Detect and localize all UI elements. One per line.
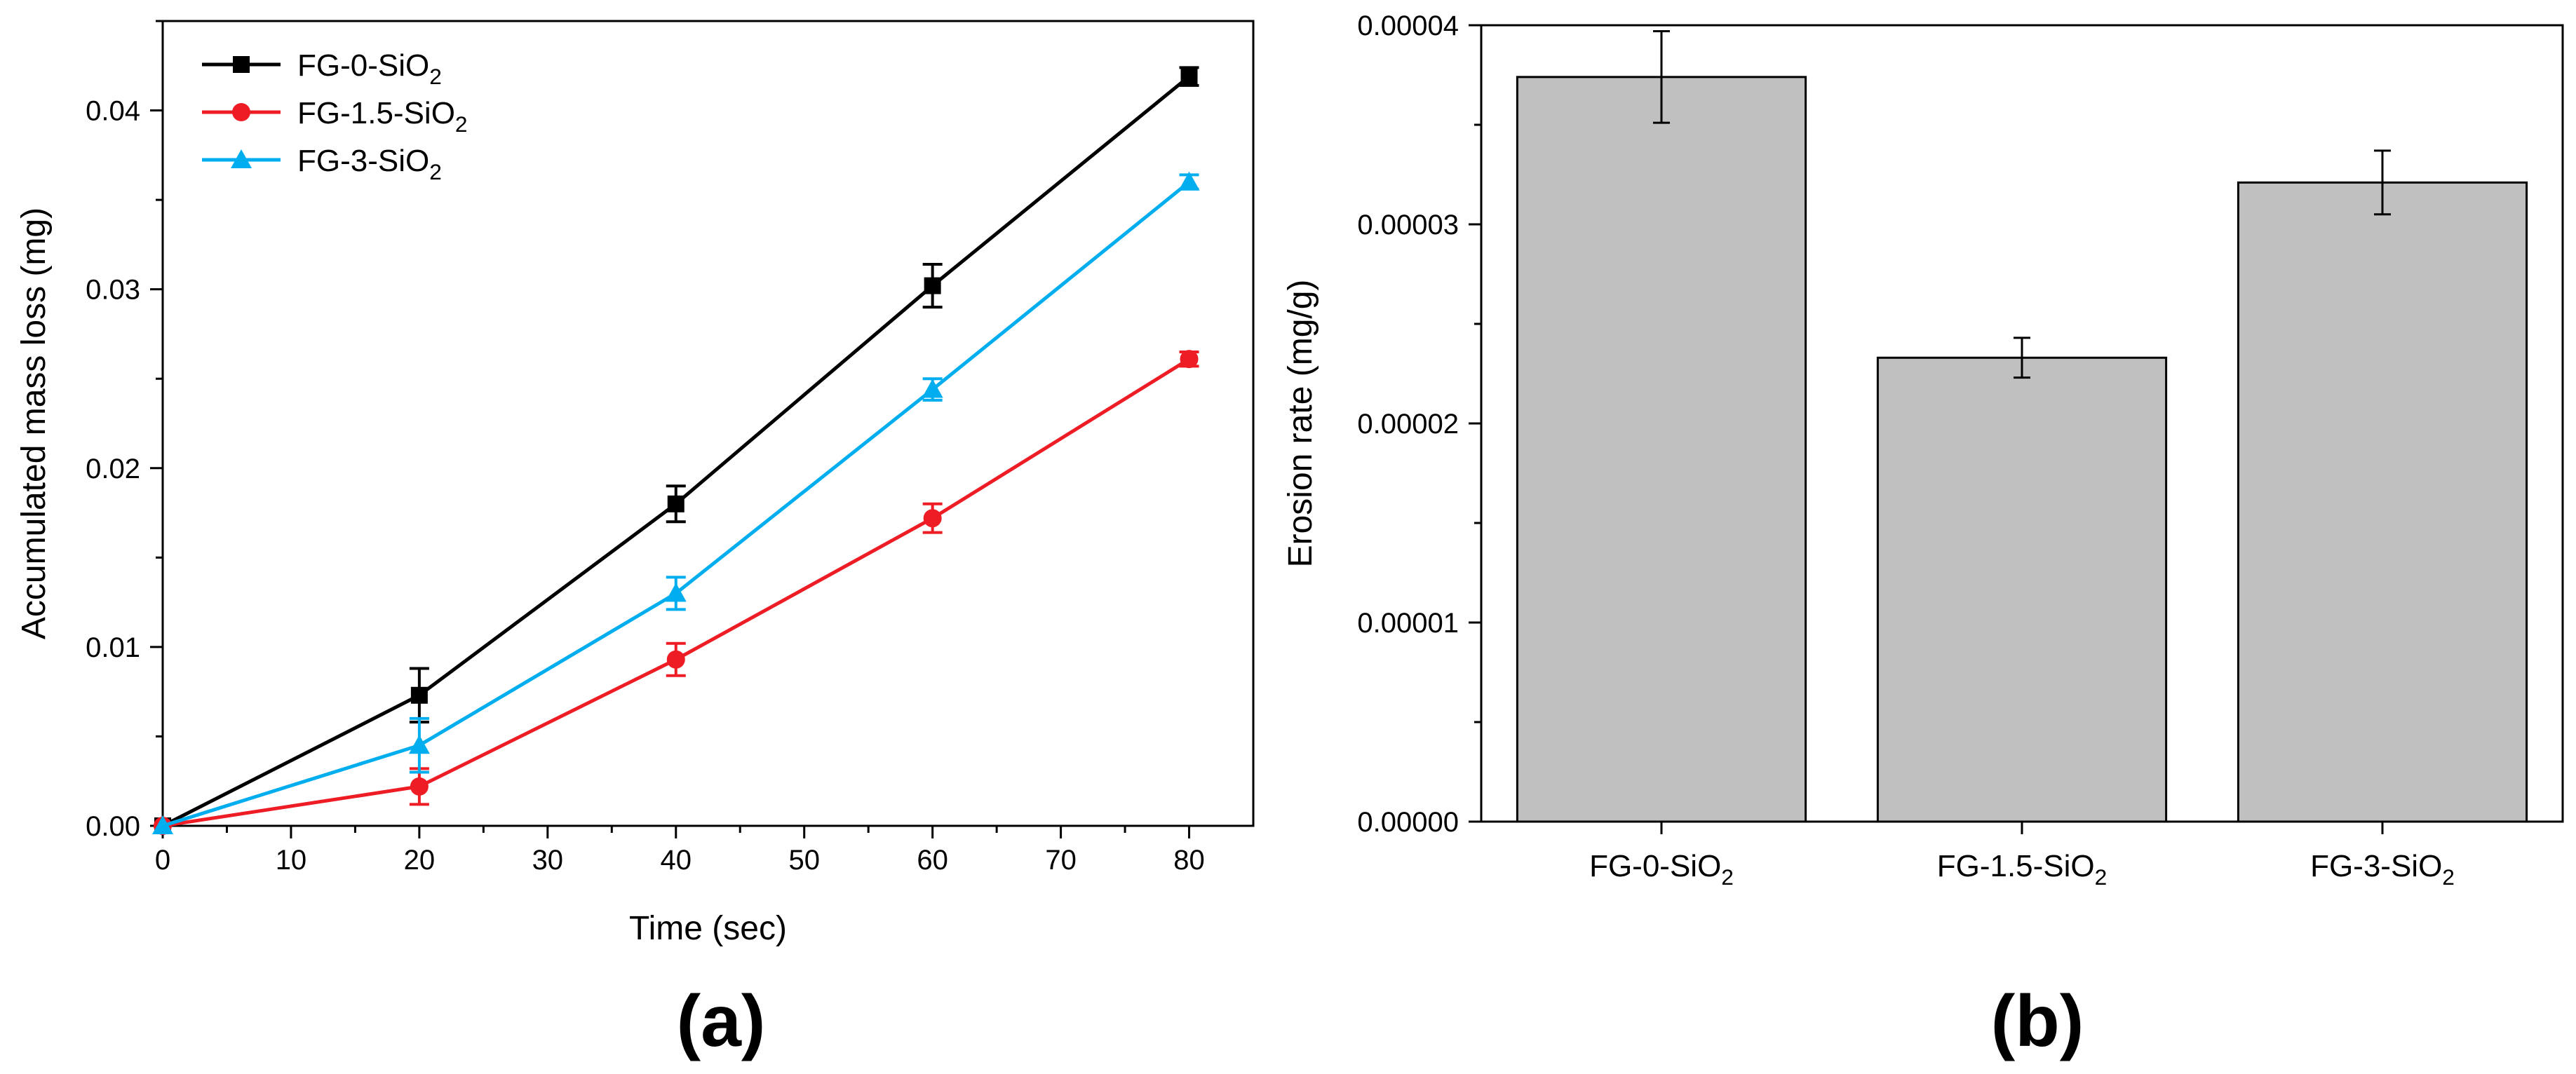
chart-b-bar (2237, 181, 2528, 823)
chart-a-xtick-label: 50 (788, 845, 820, 876)
chart-b-ytick-label: 0.00003 (1357, 210, 1459, 240)
chart-a-panel-label: (a) (676, 981, 765, 1062)
chart-a-data-point (924, 277, 941, 294)
chart-a-xtick-label: 80 (1173, 845, 1205, 876)
chart-a-data-point (152, 815, 173, 834)
chart-a-legend-marker (232, 103, 250, 121)
chart-a-series-line (161, 75, 1191, 828)
chart-a-legend-marker (233, 56, 250, 73)
chart-a-xtick-label: 60 (917, 845, 948, 876)
chart-a-ytick-label: 0.01 (86, 632, 140, 663)
chart-b-ytick-label: 0.00001 (1357, 608, 1459, 639)
chart-a-data-point (667, 495, 685, 512)
chart-b-category-label: FG-3-SiO2 (2310, 849, 2455, 890)
chart-b-category-label: FG-0-SiO2 (1589, 849, 1734, 890)
chart-a-data-point (410, 777, 429, 796)
chart-a-ytick-label: 0.04 (86, 96, 140, 127)
chart-a-ytick-label: 0.02 (86, 454, 140, 484)
chart-a-data-point (923, 509, 942, 528)
chart-a-data-point (666, 650, 685, 669)
chart-a-data-point (1180, 68, 1198, 86)
chart-b-ytick-label: 0.00002 (1357, 409, 1459, 440)
chart-a-data-point (922, 379, 943, 398)
chart-a-xtick-label: 20 (404, 845, 436, 876)
chart-a-frame (161, 20, 1255, 827)
chart-a-xtick-label: 70 (1045, 845, 1077, 876)
chart-a-xtick-label: 40 (661, 845, 692, 876)
chart-a-legend-label: FG-1.5-SiO2 (297, 96, 468, 137)
chart-a-legend-marker (231, 149, 252, 168)
chart-b-category-label: FG-1.5-SiO2 (1937, 849, 2108, 890)
chart-a-data-point (1180, 350, 1199, 369)
chart-a-xlabel: Time (sec) (629, 910, 787, 947)
chart-b-bar (1516, 76, 1807, 823)
chart-a-data-point (410, 686, 428, 704)
chart-a-legend-label: FG-0-SiO2 (297, 48, 442, 89)
chart-a: 0 10 20 30 40 50 60 70 80 0.00 0.01 0.02 0.03 0.04 Tim… (15, 20, 1255, 1062)
chart-b-ylabel: Erosion rate (mg/g) (1282, 280, 1319, 568)
chart-a-xtick-label: 30 (532, 845, 564, 876)
chart-a-legend: FG-0-SiO2 FG-1.5-SiO2 FG-3-SiO2 (202, 48, 468, 184)
chart-b-ytick-label: 0.00004 (1357, 11, 1459, 41)
chart-a-data-point (665, 583, 687, 602)
chart-b: 0.00000 0.00001 0.00002 0.00003 0.00004 Erosi… (1282, 11, 2564, 1062)
chart-a-ylabel: Accumulated mass loss (mg) (15, 208, 53, 639)
chart-a-ytick-label: 0.00 (86, 811, 140, 842)
chart-a-series (152, 171, 1200, 834)
chart-a-data-point (1178, 171, 1200, 191)
chart-a-legend-label: FG-3-SiO2 (297, 144, 442, 184)
chart-a-xtick-label: 0 (155, 845, 170, 876)
chart-b-ytick-label: 0.00000 (1357, 807, 1459, 838)
chart-a-data-point (408, 735, 430, 754)
chart-a-ytick-label: 0.03 (86, 275, 140, 306)
chart-a-xtick-label: 10 (276, 845, 307, 876)
chart-b-bar (1876, 356, 2168, 823)
chart-b-panel-label: (b) (1991, 981, 2084, 1062)
